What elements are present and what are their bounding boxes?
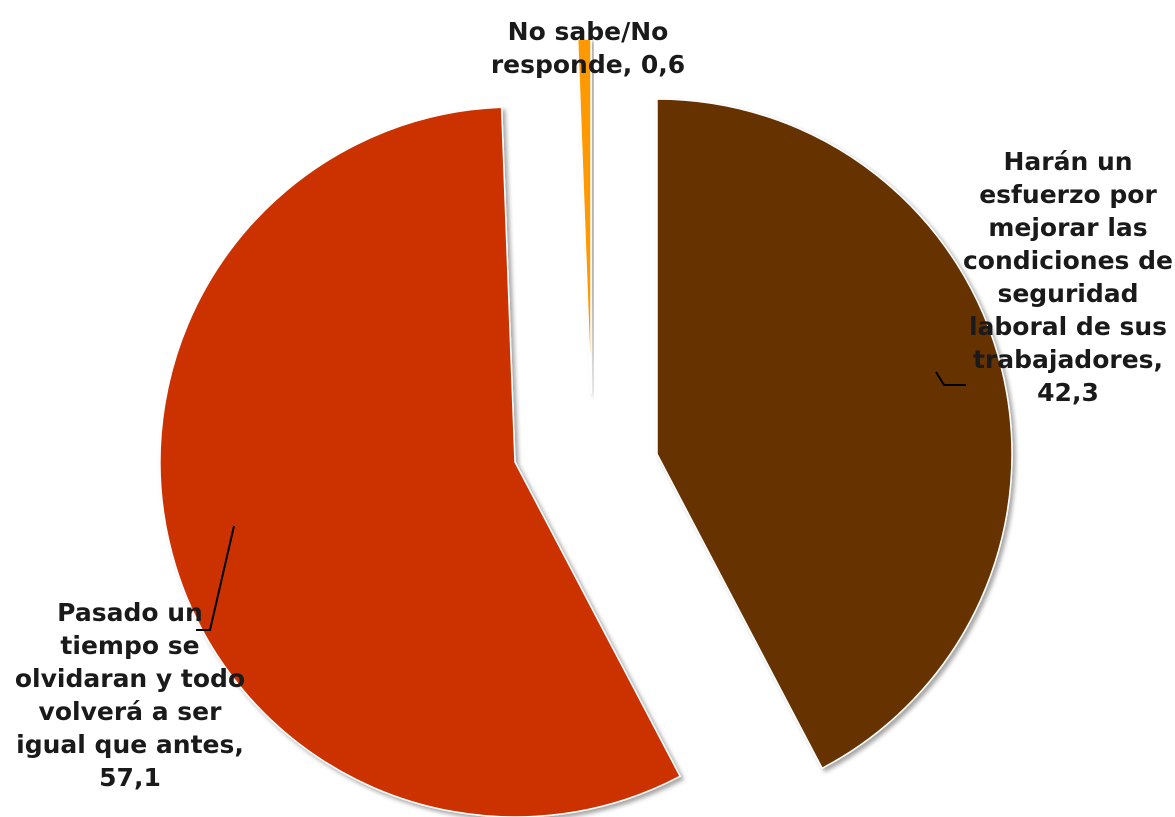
slice-label-line: No sabe/No [508, 17, 669, 46]
slice-label-line: Harán un [1003, 147, 1132, 176]
pie-slice [656, 98, 1013, 770]
slice-label-line: condiciones de [963, 246, 1173, 275]
slice-label: No sabe/No responde, 0,6 [491, 17, 685, 79]
leader-lines [196, 371, 966, 631]
leader-line [196, 525, 235, 631]
slice-label-line: responde, 0,6 [491, 50, 685, 79]
slice-label-line: Pasado un [57, 598, 203, 627]
slice-label-line: igual que antes, [16, 730, 244, 759]
slice-label-line: volverá a ser [39, 697, 223, 726]
slice-label-line: tiempo se [60, 631, 199, 660]
slice-label-line: esfuerzo por [979, 180, 1157, 209]
slice-label-line: 42,3 [1037, 378, 1099, 407]
slice-label-line: seguridad [997, 279, 1138, 308]
slice-label-line: olvidaran y todo [15, 664, 245, 693]
leader-line [935, 371, 966, 386]
pie-slice [159, 106, 682, 817]
slice-labels: Harán un esfuerzo por mejorar las condicion… [15, 17, 1173, 792]
slice-label-line: 57,1 [99, 763, 161, 792]
slice-label: Harán un esfuerzo por mejorar las condicion… [963, 147, 1173, 407]
slice-label-line: mejorar las [988, 213, 1147, 242]
pie-slices [159, 38, 1013, 817]
slice-label-line: laboral de sus [969, 312, 1167, 341]
pie-slice [576, 38, 592, 395]
slice-label: Pasado un tiempo se olvidaran y todo volver… [15, 598, 245, 792]
slice-label-line: trabajadores, [973, 345, 1163, 374]
